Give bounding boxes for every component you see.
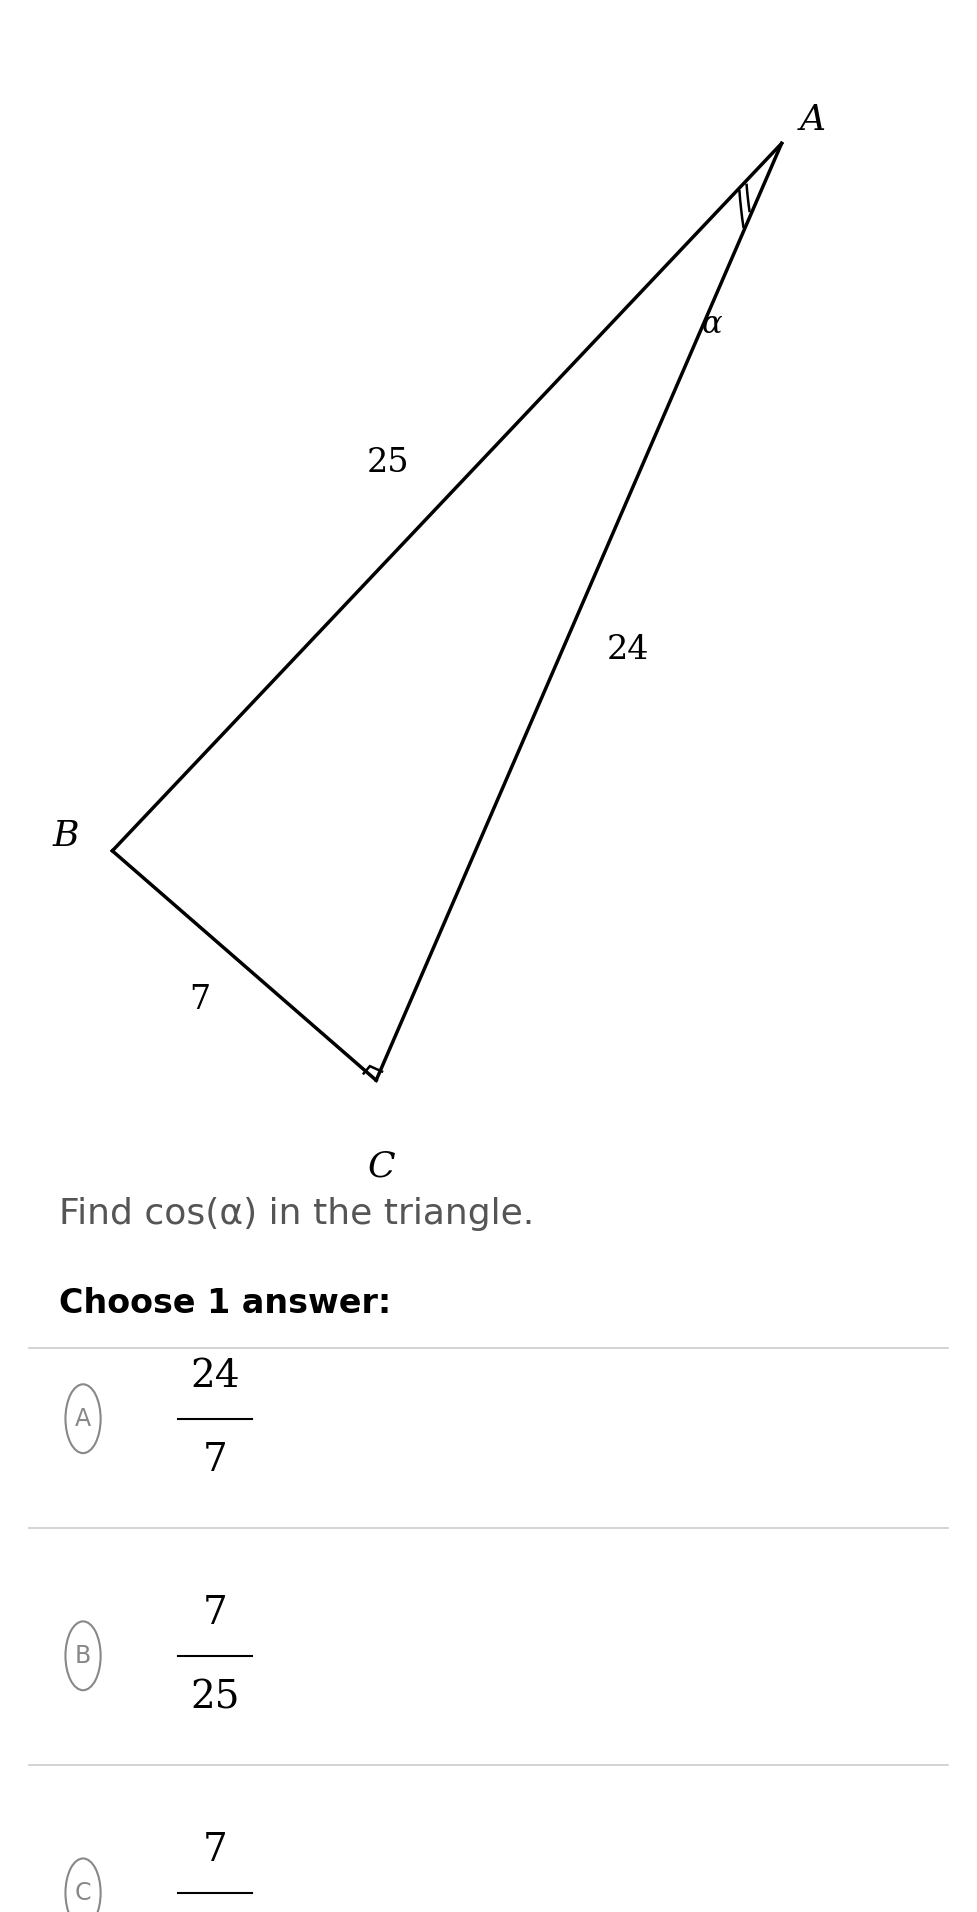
- Text: A: A: [800, 103, 826, 138]
- Text: B: B: [75, 1644, 91, 1667]
- Text: 7: 7: [190, 985, 211, 1015]
- Text: Choose 1 answer:: Choose 1 answer:: [59, 1287, 391, 1321]
- Text: C: C: [367, 1149, 395, 1184]
- Text: 24: 24: [607, 635, 649, 665]
- Text: A: A: [75, 1407, 91, 1430]
- Text: α: α: [701, 310, 723, 340]
- Text: B: B: [52, 818, 79, 853]
- Text: 25: 25: [367, 447, 409, 478]
- Text: 7: 7: [202, 1832, 228, 1870]
- Text: 24: 24: [191, 1358, 239, 1396]
- Text: Find cos(α) in the triangle.: Find cos(α) in the triangle.: [59, 1197, 533, 1231]
- Text: C: C: [75, 1881, 91, 1904]
- Text: 7: 7: [202, 1442, 228, 1480]
- Text: 25: 25: [191, 1679, 239, 1717]
- Text: 7: 7: [202, 1595, 228, 1633]
